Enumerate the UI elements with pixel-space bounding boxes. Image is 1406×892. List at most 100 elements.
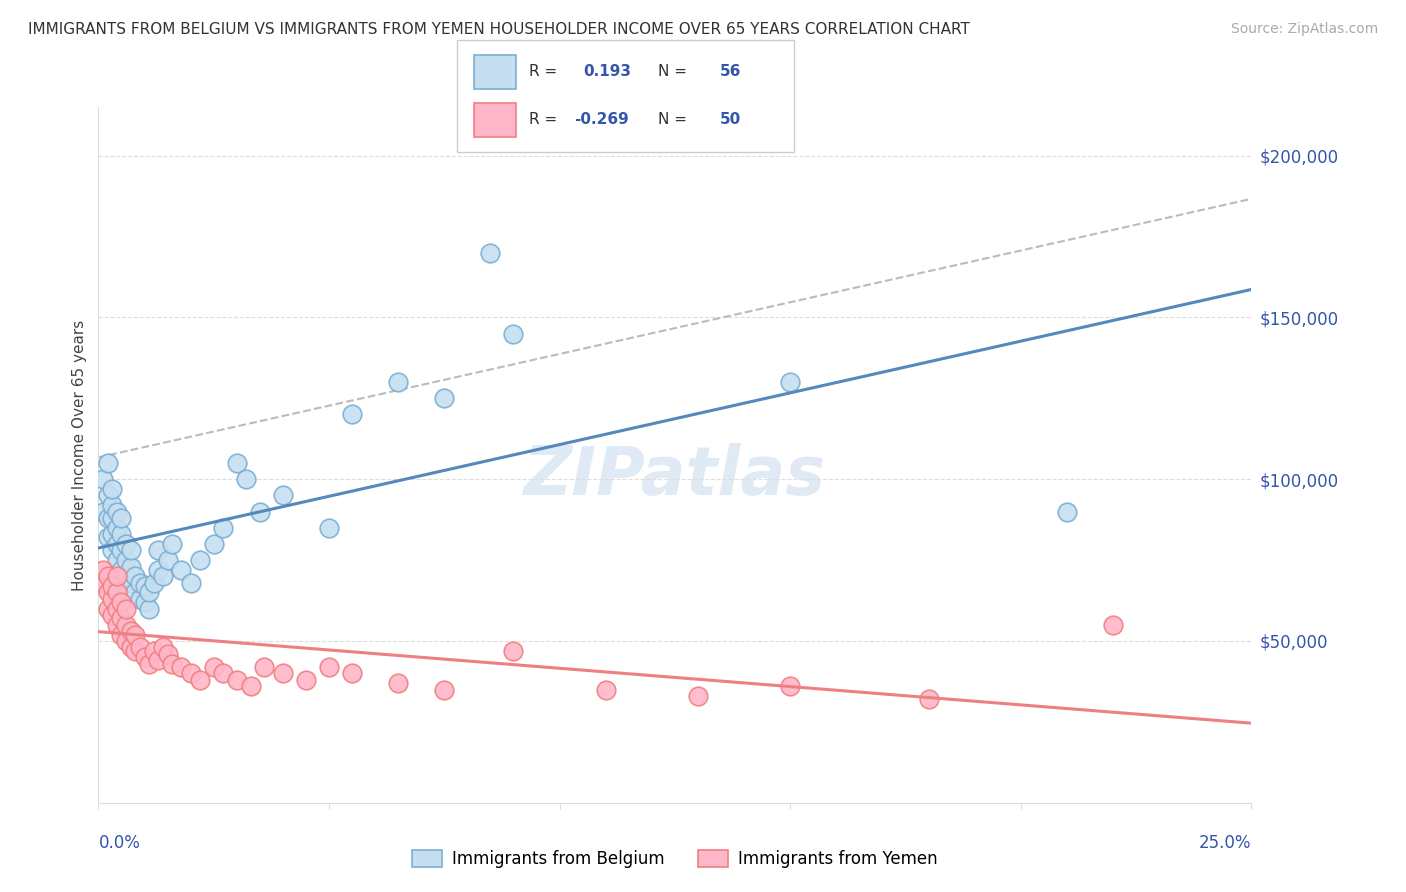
Point <box>124 643 146 657</box>
Point <box>502 643 524 657</box>
Point <box>225 673 247 687</box>
Point <box>97 601 120 615</box>
Text: 0.193: 0.193 <box>583 63 631 78</box>
Point <box>142 575 165 590</box>
Point <box>134 650 156 665</box>
Point <box>180 575 202 590</box>
Point <box>101 579 124 593</box>
Y-axis label: Householder Income Over 65 years: Householder Income Over 65 years <box>72 319 87 591</box>
Point <box>115 601 138 615</box>
Text: Source: ZipAtlas.com: Source: ZipAtlas.com <box>1230 22 1378 37</box>
Point <box>142 643 165 657</box>
Point <box>124 627 146 641</box>
Point <box>235 472 257 486</box>
Point <box>91 563 114 577</box>
Point <box>101 498 124 512</box>
Point <box>134 579 156 593</box>
Point <box>152 569 174 583</box>
Point <box>110 543 132 558</box>
Point <box>779 679 801 693</box>
Point <box>249 504 271 518</box>
Point <box>170 660 193 674</box>
Point <box>479 245 502 260</box>
Point <box>129 640 152 655</box>
Point <box>152 640 174 655</box>
Point <box>225 456 247 470</box>
Point <box>101 527 124 541</box>
Point <box>387 676 409 690</box>
Point <box>271 488 294 502</box>
Point <box>120 543 142 558</box>
Point <box>134 595 156 609</box>
Point <box>148 543 170 558</box>
Point <box>212 666 235 681</box>
Point <box>110 595 132 609</box>
Point <box>318 521 340 535</box>
Point <box>160 537 183 551</box>
Point <box>105 585 128 599</box>
Point <box>120 624 142 639</box>
Point <box>110 511 132 525</box>
Text: ZIPatlas: ZIPatlas <box>524 442 825 508</box>
Point <box>97 511 120 525</box>
Point <box>97 456 120 470</box>
Point <box>91 575 114 590</box>
Point <box>115 537 138 551</box>
Point <box>156 647 179 661</box>
Point <box>138 601 160 615</box>
Point <box>97 531 120 545</box>
Point <box>97 569 120 583</box>
Point <box>101 511 124 525</box>
Point <box>433 392 456 406</box>
Point <box>271 666 294 681</box>
Point <box>212 521 235 535</box>
Point <box>433 682 456 697</box>
Point <box>239 679 262 693</box>
Point <box>295 673 318 687</box>
Point <box>138 657 160 671</box>
Point <box>129 575 152 590</box>
Text: 0.0%: 0.0% <box>98 834 141 852</box>
Point <box>1056 504 1078 518</box>
Point <box>120 640 142 655</box>
Point <box>917 692 939 706</box>
Point <box>101 543 124 558</box>
Point <box>170 563 193 577</box>
Text: 56: 56 <box>720 63 741 78</box>
Point <box>110 627 132 641</box>
Point <box>105 521 128 535</box>
Point <box>105 617 128 632</box>
Point <box>124 569 146 583</box>
Point <box>318 660 340 674</box>
Point <box>124 585 146 599</box>
Point <box>110 563 132 577</box>
Point <box>105 537 128 551</box>
Point <box>105 601 128 615</box>
FancyBboxPatch shape <box>474 55 516 88</box>
Point <box>129 591 152 606</box>
FancyBboxPatch shape <box>474 103 516 137</box>
Point <box>180 666 202 681</box>
Text: N =: N = <box>658 63 692 78</box>
Point <box>115 617 138 632</box>
Point <box>110 527 132 541</box>
Point <box>101 608 124 623</box>
Text: N =: N = <box>658 112 692 127</box>
Point <box>115 553 138 567</box>
Point <box>138 585 160 599</box>
Point <box>115 569 138 583</box>
Point <box>202 660 225 674</box>
Point <box>188 673 211 687</box>
Point <box>105 553 128 567</box>
Point <box>101 482 124 496</box>
Point <box>340 666 363 681</box>
Text: 25.0%: 25.0% <box>1199 834 1251 852</box>
Point <box>779 375 801 389</box>
Point <box>387 375 409 389</box>
Point <box>91 504 114 518</box>
Text: IMMIGRANTS FROM BELGIUM VS IMMIGRANTS FROM YEMEN HOUSEHOLDER INCOME OVER 65 YEAR: IMMIGRANTS FROM BELGIUM VS IMMIGRANTS FR… <box>28 22 970 37</box>
Point <box>340 408 363 422</box>
Point <box>101 591 124 606</box>
Text: -0.269: -0.269 <box>574 112 628 127</box>
Text: R =: R = <box>529 63 562 78</box>
